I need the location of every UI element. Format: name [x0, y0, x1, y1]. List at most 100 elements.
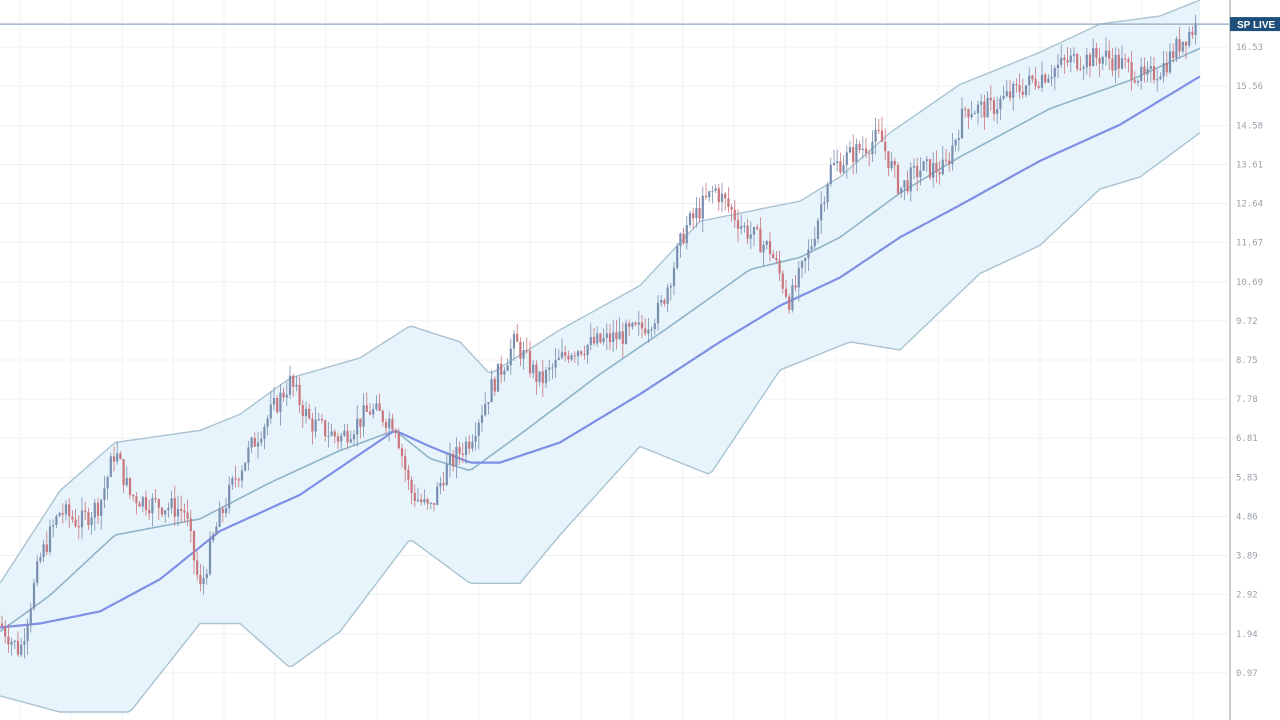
candle-body: [1034, 79, 1037, 87]
price-tick-label: 7.78: [1236, 395, 1258, 405]
candle-body: [157, 499, 160, 508]
candle-body: [1101, 56, 1104, 64]
candle-body: [208, 540, 212, 574]
candle-body: [423, 499, 426, 503]
price-tick-label: 14.58: [1236, 121, 1263, 131]
candle-body: [199, 575, 202, 585]
candle-body: [1136, 80, 1140, 83]
candle-body: [605, 333, 608, 338]
candle-body: [1124, 58, 1127, 60]
candle-body: [980, 101, 983, 105]
moving-average-fast-line: [0, 47, 1201, 633]
candle-body: [928, 159, 932, 178]
candle-body: [576, 351, 580, 357]
candle-body: [519, 341, 522, 359]
candle-body: [666, 287, 669, 304]
candle-body: [512, 333, 516, 349]
candle-body: [906, 180, 909, 192]
candle-body: [1053, 68, 1056, 78]
candle-body: [324, 420, 327, 437]
candle-body: [228, 484, 231, 509]
candle-body: [346, 430, 349, 443]
candle-body: [580, 351, 583, 355]
candle-body: [900, 187, 903, 194]
candle-body: [116, 453, 119, 462]
candle-body: [144, 497, 148, 510]
candle-body: [320, 419, 324, 421]
candle-body: [170, 498, 173, 508]
candle-body: [874, 129, 877, 142]
candle-body: [583, 354, 586, 356]
candle-body: [71, 516, 74, 520]
candle-body: [493, 378, 496, 392]
candle-body: [458, 446, 461, 454]
candle-body: [340, 435, 343, 442]
candle-body: [701, 195, 704, 219]
candle-body: [615, 332, 618, 340]
price-axis[interactable]: 16.53 15.56 14.58 13.61 12.64 11.67 10.69 9.72 8…: [1229, 0, 1280, 720]
candle-body: [656, 302, 660, 324]
candle-body: [692, 213, 695, 219]
candle-body: [384, 422, 388, 428]
candle-body: [122, 459, 125, 486]
candle-body: [93, 502, 96, 518]
candle-body: [756, 226, 759, 229]
candle-body: [839, 161, 842, 173]
candle-body: [484, 404, 487, 416]
candle-body: [976, 104, 980, 114]
candle-body: [688, 213, 692, 226]
candle-body: [887, 151, 890, 169]
candle-body: [234, 478, 237, 480]
candle-body: [1018, 85, 1021, 92]
candle-body: [455, 446, 458, 467]
candle-body: [381, 410, 384, 423]
candle-body: [941, 159, 944, 175]
candle-body: [535, 364, 538, 382]
candle-body: [1146, 68, 1149, 75]
candle-body: [628, 323, 631, 327]
candle-body: [298, 384, 301, 406]
candle-body: [775, 258, 778, 261]
candle-body: [970, 114, 973, 118]
candle-body: [362, 405, 365, 427]
candle-body: [951, 145, 954, 165]
candle-body: [192, 531, 196, 561]
candle-body: [468, 441, 471, 449]
candle-body: [983, 101, 986, 118]
bollinger-bands: [0, 0, 1201, 713]
candle-body: [109, 456, 112, 477]
candle-body: [685, 225, 688, 244]
candle-body: [877, 129, 880, 131]
candle-body: [304, 408, 308, 417]
candle-body: [218, 508, 221, 527]
candle-body: [1159, 76, 1162, 80]
candle-body: [77, 526, 80, 528]
candle-body: [359, 418, 362, 427]
candle-body: [416, 499, 420, 501]
candle-body: [784, 288, 788, 297]
candle-body: [45, 544, 48, 553]
candle-body: [365, 405, 368, 412]
candle-body: [935, 162, 938, 173]
candle-body: [167, 507, 170, 511]
candle-body: [20, 644, 23, 655]
candle-body: [26, 624, 29, 642]
candle-body: [1047, 78, 1050, 83]
candle-body: [224, 508, 228, 514]
candle-body: [1021, 91, 1024, 95]
candle-body: [852, 147, 855, 163]
candle-body: [573, 355, 576, 357]
candle-body: [378, 403, 381, 411]
candle-body: [16, 640, 20, 655]
candle-body: [80, 510, 84, 528]
candle-body: [1024, 85, 1028, 95]
candle-body: [343, 430, 346, 436]
candle-body: [132, 494, 135, 497]
candle-body: [314, 419, 317, 432]
candle-body: [631, 322, 634, 327]
candle-body: [112, 456, 116, 462]
bollinger-band-fill: [0, 0, 1200, 712]
candle-body: [807, 249, 810, 259]
price-tick-label: 11.67: [1236, 239, 1263, 249]
